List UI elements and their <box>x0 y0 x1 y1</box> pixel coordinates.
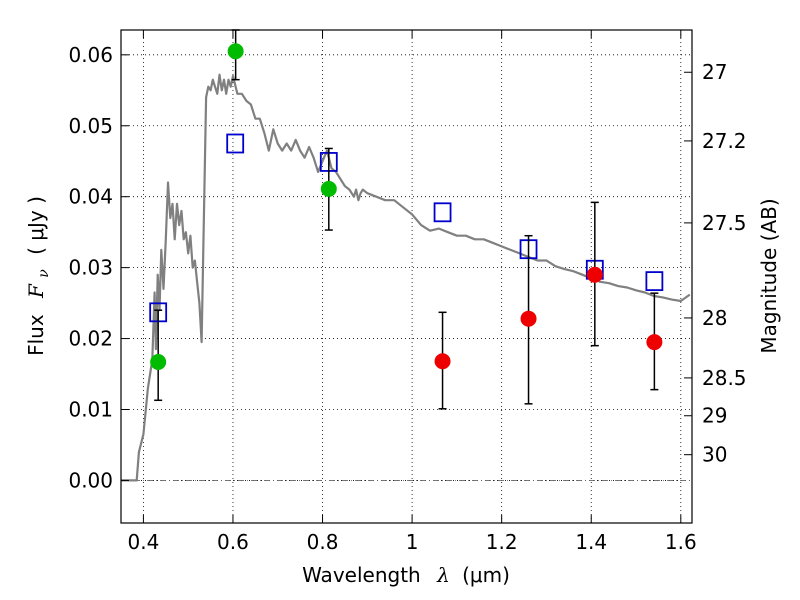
y-tick-label: 0.05 <box>68 114 113 138</box>
y2-tick-label: 28 <box>702 306 727 330</box>
x-tick-label: 1.2 <box>486 530 518 554</box>
y-tick-label: 0.03 <box>68 256 113 280</box>
x-tick-label: 1 <box>406 530 419 554</box>
x-axis-label-text: Wavelength <box>302 563 421 587</box>
y-tick-label: 0.04 <box>68 185 113 209</box>
x-tick-label: 1.6 <box>665 530 697 554</box>
model-photometry-square <box>226 133 245 154</box>
y2-tick-label: 27.5 <box>702 211 747 235</box>
y-axis-label-text: Flux <box>24 314 48 356</box>
observed-flux-point <box>586 266 603 283</box>
y2-axis-label: Magnitude (AB) <box>757 198 781 353</box>
y2-tick-label: 27 <box>702 60 727 84</box>
y-tick-label: 0.00 <box>68 468 113 492</box>
axis-ticks: 0.4 0.6 0.8 1 1.2 1.4 1.6 0.00 0.01 0.02 0.03 0.04 0… <box>68 30 747 554</box>
x-tick-label: 0.8 <box>307 530 339 554</box>
y2-tick-label: 30 <box>702 443 727 467</box>
error-bars <box>150 29 663 410</box>
y2-tick-label: 27.2 <box>702 129 747 153</box>
observed-flux-point <box>434 353 451 370</box>
model-photometry-square <box>433 202 452 223</box>
y2-tick-label: 29 <box>702 404 727 428</box>
y-tick-label: 0.02 <box>68 327 113 351</box>
y-tick-label: 0.01 <box>68 398 113 422</box>
x-axis-label-symbol: λ <box>436 563 450 587</box>
model-photometry-square <box>645 271 664 292</box>
x-tick-label: 0.6 <box>217 530 249 554</box>
y-tick-label: 0.06 <box>68 43 113 67</box>
observed-flux-point <box>646 334 663 351</box>
y2-tick-label: 28.5 <box>702 366 747 390</box>
y-axis-label-symbol: F <box>24 283 48 299</box>
y-axis-label: Flux F ν ( μJy ) <box>24 196 53 356</box>
y-axis-label-unit: ( μJy ) <box>24 196 48 255</box>
x-tick-label: 1.4 <box>575 530 607 554</box>
data-marks <box>121 73 691 482</box>
x-tick-label: 0.4 <box>127 530 159 554</box>
x-axis-label: Wavelength λ (μm) <box>302 563 510 587</box>
observed-flux-point <box>520 310 537 327</box>
observed-flux-point <box>227 43 244 60</box>
observed-flux-point <box>150 353 167 370</box>
model-spectrum-line <box>121 73 691 482</box>
x-axis-label-unit: (μm) <box>462 563 510 587</box>
observed-flux-point <box>320 180 337 197</box>
plot-frame <box>120 29 693 524</box>
y-axis-label-subscript: ν <box>36 269 52 278</box>
